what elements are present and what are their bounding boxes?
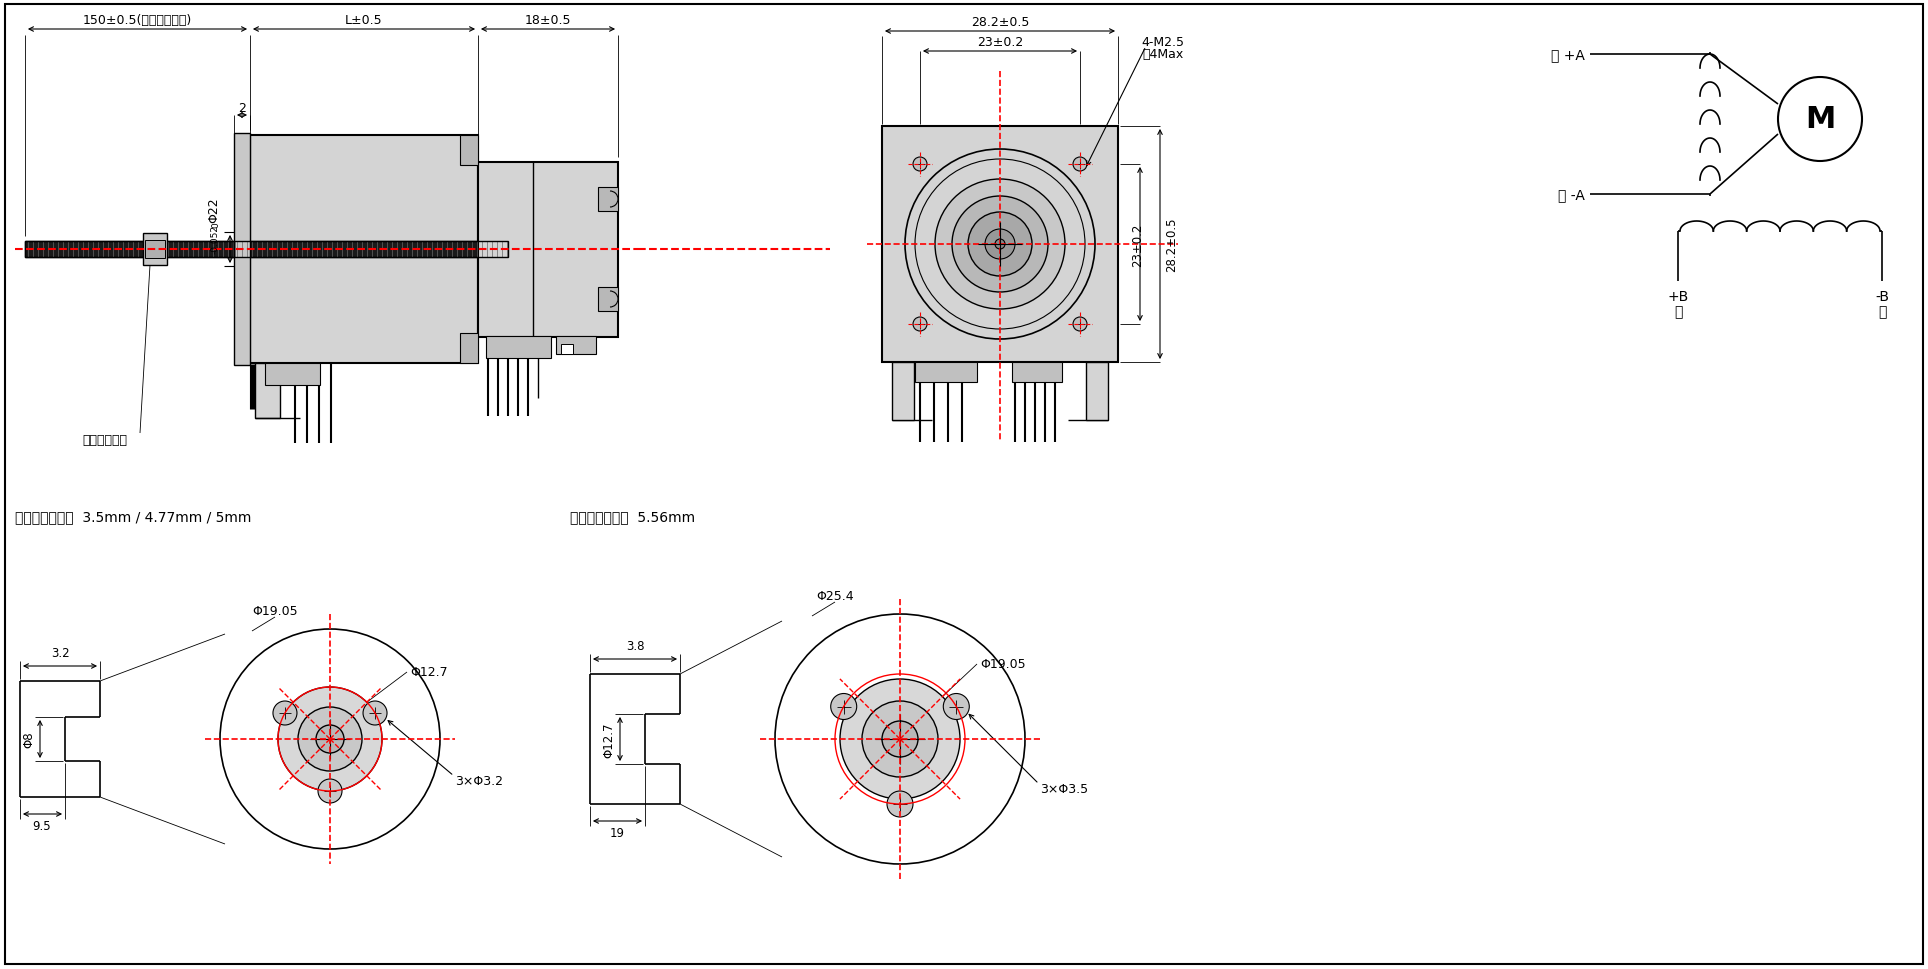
Circle shape bbox=[935, 180, 1064, 310]
Bar bbox=[25, 241, 233, 258]
Bar bbox=[143, 234, 168, 266]
Bar bbox=[598, 188, 619, 212]
Text: Φ12.7: Φ12.7 bbox=[602, 722, 615, 757]
Circle shape bbox=[968, 213, 1031, 277]
Circle shape bbox=[1778, 78, 1862, 162]
Circle shape bbox=[914, 318, 927, 331]
Text: 23±0.2: 23±0.2 bbox=[977, 36, 1024, 48]
Text: 4-M2.5: 4-M2.5 bbox=[1141, 36, 1184, 48]
Circle shape bbox=[841, 679, 960, 799]
Bar bbox=[1085, 362, 1109, 421]
Bar bbox=[486, 336, 551, 359]
Text: -B: -B bbox=[1876, 290, 1889, 303]
Text: +B: +B bbox=[1668, 290, 1689, 303]
Bar bbox=[145, 240, 166, 259]
Text: 150±0.5(可自定义长度): 150±0.5(可自定义长度) bbox=[83, 14, 191, 26]
Text: 绣: 绣 bbox=[1674, 304, 1683, 319]
Circle shape bbox=[952, 197, 1049, 293]
Text: 深4Max: 深4Max bbox=[1143, 47, 1184, 60]
Text: 9.5: 9.5 bbox=[33, 819, 52, 832]
Bar bbox=[251, 136, 478, 363]
Text: 黑: 黑 bbox=[1878, 304, 1886, 319]
Text: Φ19.05: Φ19.05 bbox=[979, 658, 1026, 671]
Circle shape bbox=[299, 707, 362, 771]
Text: L±0.5: L±0.5 bbox=[345, 14, 384, 26]
Circle shape bbox=[831, 694, 856, 720]
Text: M: M bbox=[1805, 106, 1835, 135]
Bar bbox=[233, 241, 507, 258]
Bar bbox=[881, 127, 1118, 362]
Text: 外部线性螺母: 外部线性螺母 bbox=[83, 433, 127, 447]
Text: 28.2±0.5: 28.2±0.5 bbox=[972, 16, 1030, 28]
Circle shape bbox=[1074, 318, 1087, 331]
Circle shape bbox=[318, 779, 341, 803]
Circle shape bbox=[274, 702, 297, 725]
Bar bbox=[555, 336, 596, 355]
Bar bbox=[561, 345, 573, 355]
Bar bbox=[233, 241, 507, 258]
Text: 3.2: 3.2 bbox=[50, 646, 69, 659]
Circle shape bbox=[914, 158, 927, 172]
Text: -0.052: -0.052 bbox=[210, 225, 220, 254]
Circle shape bbox=[862, 702, 939, 777]
Bar bbox=[1012, 362, 1062, 383]
Bar bbox=[893, 362, 914, 421]
Text: 红 +A: 红 +A bbox=[1552, 47, 1585, 62]
Text: 3.8: 3.8 bbox=[627, 640, 644, 652]
Text: 23±0.2: 23±0.2 bbox=[1132, 223, 1145, 266]
Text: 28.2±0.5: 28.2±0.5 bbox=[1166, 217, 1178, 272]
Text: 0: 0 bbox=[210, 222, 220, 228]
Bar bbox=[233, 134, 251, 365]
Text: Φ25.4: Φ25.4 bbox=[816, 589, 854, 603]
Bar bbox=[461, 333, 478, 363]
Text: 2: 2 bbox=[237, 102, 247, 114]
Circle shape bbox=[316, 725, 343, 753]
Bar bbox=[916, 362, 977, 383]
Text: Φ22: Φ22 bbox=[206, 197, 220, 223]
Bar bbox=[478, 163, 619, 337]
Text: 梯型丝杠直径：  5.56mm: 梯型丝杠直径： 5.56mm bbox=[571, 510, 696, 523]
Text: Φ19.05: Φ19.05 bbox=[253, 605, 297, 617]
Circle shape bbox=[278, 687, 382, 791]
Circle shape bbox=[985, 230, 1014, 260]
Circle shape bbox=[887, 791, 914, 817]
Bar bbox=[598, 288, 619, 312]
Circle shape bbox=[362, 702, 388, 725]
Bar bbox=[25, 241, 233, 258]
Text: 19: 19 bbox=[609, 827, 625, 839]
Text: 3×Φ3.2: 3×Φ3.2 bbox=[455, 774, 503, 788]
Circle shape bbox=[943, 694, 970, 720]
Circle shape bbox=[995, 239, 1004, 250]
Text: 3×Φ3.5: 3×Φ3.5 bbox=[1039, 783, 1087, 796]
Text: Φ12.7: Φ12.7 bbox=[411, 666, 447, 679]
Text: 蓝 -A: 蓝 -A bbox=[1558, 188, 1585, 202]
Circle shape bbox=[1074, 158, 1087, 172]
Bar bbox=[264, 363, 320, 386]
Text: 梯型丝杠直径：  3.5mm / 4.77mm / 5mm: 梯型丝杠直径： 3.5mm / 4.77mm / 5mm bbox=[15, 510, 251, 523]
Text: Φ8: Φ8 bbox=[21, 731, 35, 747]
Text: 18±0.5: 18±0.5 bbox=[524, 14, 571, 26]
Bar bbox=[254, 363, 280, 419]
Bar bbox=[461, 136, 478, 166]
Circle shape bbox=[881, 721, 918, 757]
